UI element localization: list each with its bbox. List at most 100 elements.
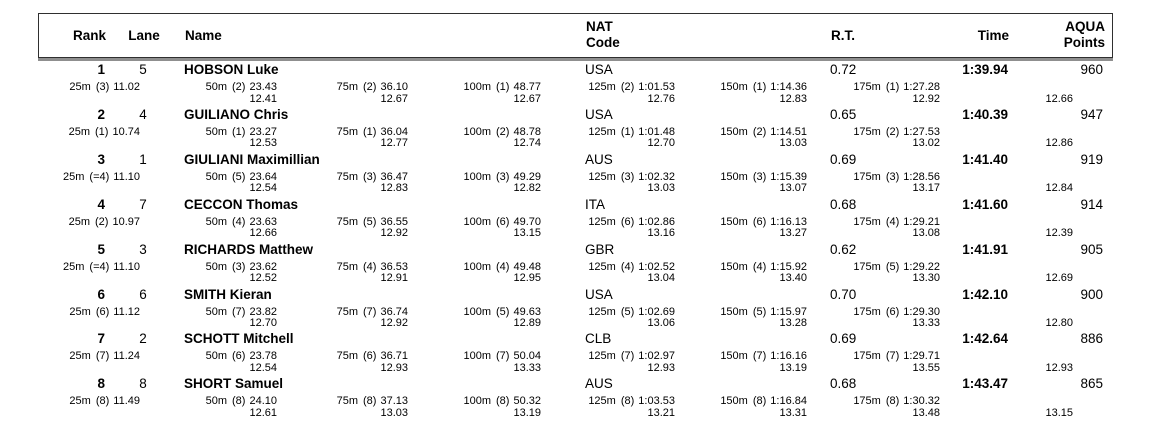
split-cell: 100m (6) 49.70 13.15 (416, 216, 541, 240)
split-place: (2) (95, 215, 109, 228)
split-place: (7) (752, 350, 767, 363)
split-distance: 125m (588, 305, 616, 318)
split-line: 100m (7) 50.04 (416, 351, 541, 363)
split-differential: 12.67 (380, 92, 408, 105)
split-line: 75m (4) 36.53 (283, 261, 408, 274)
split-cell: 25m (2) 10.97 (15, 215, 140, 240)
split-line: 150m (8) 1:16.84 (682, 396, 807, 408)
final-time-value: 1:42.10 (962, 286, 1008, 302)
nat-code-value: GBR (585, 241, 615, 257)
nat-code-value: AUS (585, 151, 613, 167)
split-differential: 12.91 (380, 272, 408, 285)
split-cell: 175m (1) 1:27.28 12.92 (815, 81, 940, 105)
split-place: (8) (620, 395, 635, 408)
final-lap-differential: 12.39 (1045, 227, 1073, 240)
split-line: 175m (5) 1:29.22 (815, 261, 940, 274)
split-differential: 12.93 (380, 361, 408, 374)
split-distance: 25m (63, 260, 85, 273)
split-line: 100m (1) 48.77 (416, 81, 541, 94)
split-differential (15, 408, 140, 420)
swimmer-name: RICHARDS Matthew (184, 241, 314, 257)
split-place: (1) (496, 81, 510, 93)
split-place: (2) (232, 81, 246, 93)
final-time-value: 1:41.91 (962, 241, 1008, 257)
split-time: 1:29.71 (903, 350, 940, 363)
column-header-aqua-line2: Points (1063, 35, 1105, 50)
split-time: 1:02.69 (638, 305, 675, 318)
split-differential: 13.07 (779, 182, 807, 195)
split-differential: 13.17 (912, 182, 940, 195)
split-place: (6) (752, 215, 767, 228)
split-differential (15, 363, 140, 375)
reaction-time-value: 0.70 (830, 286, 857, 302)
split-time: 50.04 (513, 350, 541, 363)
split-cell: 150m (2) 1:14.51 13.03 (682, 126, 807, 150)
split-differential: 12.82 (513, 182, 541, 195)
split-distance: 100m (463, 395, 492, 408)
split-line: 50m (3) 23.62 (152, 261, 277, 274)
rank-value: 3 (97, 151, 105, 167)
split-cell: 50m (5) 23.64 12.54 (152, 171, 277, 195)
split-distance: 175m (853, 305, 881, 318)
split-distance: 75m (336, 305, 359, 318)
split-differential: 13.06 (647, 317, 675, 329)
split-line: 25m (=4) 11.10 (15, 260, 140, 274)
swimmer-name: CECCON Thomas (184, 196, 299, 212)
split-place: (1) (620, 125, 635, 138)
split-line: 50m (7) 23.82 (152, 306, 277, 319)
split-cell: 25m (1) 10.74 (15, 125, 140, 150)
split-distance: 150m (720, 350, 748, 363)
split-cell: 100m (1) 48.77 12.67 (416, 81, 541, 105)
column-header-nat-line1: NAT (586, 19, 613, 34)
split-distance: 25m (68, 125, 91, 138)
aqua-points-value: 905 (1080, 241, 1103, 257)
split-cell: 25m (=4) 11.10 (15, 170, 140, 195)
split-differential (15, 138, 140, 150)
split-cell: 75m (4) 36.53 12.91 (283, 261, 408, 285)
split-line: 100m (8) 50.32 (416, 396, 541, 408)
split-differential (15, 94, 140, 106)
split-place: (4) (752, 260, 767, 273)
lane-value: 1 (139, 151, 147, 167)
split-place: (3) (496, 170, 510, 183)
split-cell: 100m (2) 48.78 12.74 (416, 126, 541, 150)
aqua-points-value: 914 (1080, 196, 1103, 212)
split-time: 37.13 (380, 395, 408, 408)
split-place: (3) (363, 170, 377, 183)
rank-value: 4 (97, 196, 105, 212)
lane-value: 5 (139, 62, 147, 77)
split-time: 11.49 (113, 395, 140, 408)
split-place: (7) (885, 350, 900, 363)
split-distance: 100m (463, 260, 492, 273)
split-time: 1:27.28 (903, 81, 940, 93)
split-distance: 50m (205, 125, 228, 138)
split-cell: 75m (6) 36.71 12.93 (283, 351, 408, 374)
split-place: (1) (232, 125, 246, 138)
split-distance: 125m (588, 260, 616, 273)
split-line: 150m (1) 1:14.36 (682, 81, 807, 94)
split-place: (=4) (89, 170, 110, 183)
split-differential: 12.54 (249, 182, 277, 195)
split-time: 1:15.92 (770, 260, 807, 273)
swimmer-name: HOBSON Luke (184, 62, 279, 77)
final-time-value: 1:41.40 (962, 151, 1008, 167)
final-time-value: 1:42.64 (962, 331, 1008, 347)
split-time: 1:02.52 (638, 260, 675, 273)
split-distance: 100m (463, 81, 492, 93)
split-time: 10.97 (112, 215, 140, 228)
split-cell: 175m (2) 1:27.53 13.02 (815, 125, 940, 150)
split-time: 1:01.48 (638, 125, 675, 138)
column-header-time: Time (977, 28, 1009, 43)
split-cell: 150m (8) 1:16.84 13.31 (682, 396, 807, 419)
split-distance: 25m (69, 81, 91, 93)
rank-value: 8 (97, 376, 105, 392)
split-time: 1:02.86 (638, 215, 675, 228)
split-cell: 50m (4) 23.63 12.66 (152, 216, 277, 240)
split-differential: 13.48 (912, 406, 940, 419)
split-differential: 12.61 (249, 406, 277, 419)
split-line: 25m (1) 10.74 (15, 125, 140, 139)
split-time: 1:15.97 (770, 305, 807, 318)
split-place: (3) (752, 170, 767, 183)
split-place: (2) (885, 125, 900, 138)
split-cell: 100m (5) 49.63 12.89 (416, 306, 541, 330)
